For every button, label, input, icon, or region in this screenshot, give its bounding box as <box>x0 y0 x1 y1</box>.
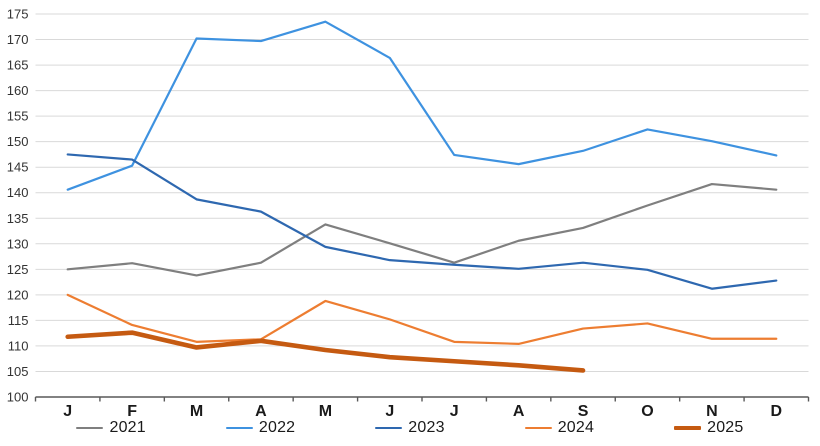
legend-item-2025: 2025 <box>674 419 743 437</box>
y-axis-label: 170 <box>7 32 29 47</box>
y-axis-label: 155 <box>7 109 29 124</box>
legend-item-2021: 2021 <box>76 419 146 437</box>
legend-label-2023: 2023 <box>408 419 445 436</box>
x-axis-label: J <box>450 403 459 420</box>
x-axis-label: M <box>190 403 203 420</box>
x-axis-label: A <box>255 403 267 420</box>
legend-item-2023: 2023 <box>375 419 445 437</box>
legend-item-2022: 2022 <box>225 419 296 437</box>
x-axis-label: M <box>319 403 332 420</box>
legend-swatch-2023 <box>375 426 403 430</box>
y-axis-label: 115 <box>8 313 29 328</box>
series-line-2023 <box>66 153 778 290</box>
y-axis-label: 140 <box>7 185 29 200</box>
y-axis-label: 145 <box>7 160 29 175</box>
x-axis-label: J <box>385 403 394 420</box>
legend-label-2022: 2022 <box>258 419 296 436</box>
legend-swatch-2025 <box>674 425 702 431</box>
y-axis-label: 130 <box>7 236 29 251</box>
y-axis-label: 110 <box>8 338 29 353</box>
y-axis-label: 165 <box>7 58 29 73</box>
x-axis-label: A <box>513 403 525 420</box>
y-axis-label: 135 <box>7 211 29 226</box>
legend-label-2025: 2025 <box>707 419 744 436</box>
legend-swatch-2024 <box>524 426 552 430</box>
chart-legend: 2021 2022 2023 2024 2025 <box>0 419 820 437</box>
series-line-2021 <box>66 182 778 277</box>
legend-swatch-2022 <box>225 426 253 430</box>
x-axis-label: O <box>641 403 653 420</box>
y-axis-label: 100 <box>7 390 29 405</box>
x-axis-label: D <box>771 403 783 420</box>
x-axis-label: N <box>706 403 718 420</box>
legend-swatch-2021 <box>76 426 104 430</box>
y-axis-label: 105 <box>7 364 29 379</box>
x-axis-label: S <box>578 403 589 420</box>
y-axis-label: 120 <box>7 287 29 302</box>
y-axis-label: 150 <box>7 134 29 149</box>
legend-label-2024: 2024 <box>557 419 595 436</box>
y-axis-label: 160 <box>7 83 29 98</box>
y-axis-label: 125 <box>7 262 29 277</box>
y-axis-label: 175 <box>7 7 29 22</box>
series-line-2025 <box>65 330 586 373</box>
x-axis-label: J <box>63 403 72 420</box>
x-axis-label: F <box>127 403 137 420</box>
series-line-2024 <box>66 293 778 345</box>
legend-item-2024: 2024 <box>524 419 595 437</box>
series-line-2022 <box>66 20 778 191</box>
legend-label-2021: 2021 <box>109 419 146 436</box>
